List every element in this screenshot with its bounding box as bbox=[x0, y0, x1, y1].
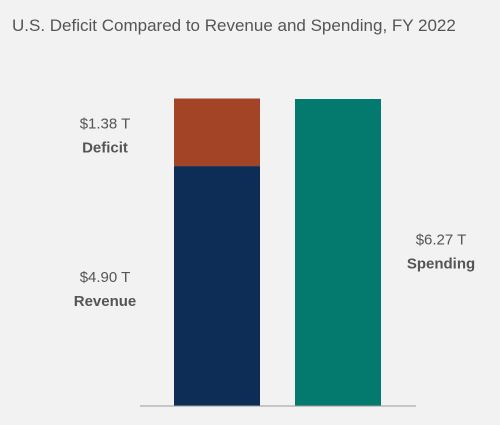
labels-group: $4.90 T Revenue $1.38 T Deficit $6.27 T Spend… bbox=[74, 115, 475, 310]
series-label-deficit: Deficit bbox=[82, 139, 128, 156]
data-label-deficit: $1.38 T bbox=[80, 115, 131, 132]
bar-revenue bbox=[174, 166, 260, 406]
bar-deficit bbox=[174, 98, 260, 167]
series-label-spending: Spending bbox=[407, 256, 475, 273]
bar-spending bbox=[295, 99, 381, 406]
data-label-spending: $6.27 T bbox=[416, 232, 467, 249]
series-label-revenue: Revenue bbox=[74, 293, 137, 310]
chart-title: U.S. Deficit Compared to Revenue and Spe… bbox=[12, 16, 456, 35]
data-label-revenue: $4.90 T bbox=[80, 269, 131, 286]
bars-group bbox=[174, 98, 381, 406]
